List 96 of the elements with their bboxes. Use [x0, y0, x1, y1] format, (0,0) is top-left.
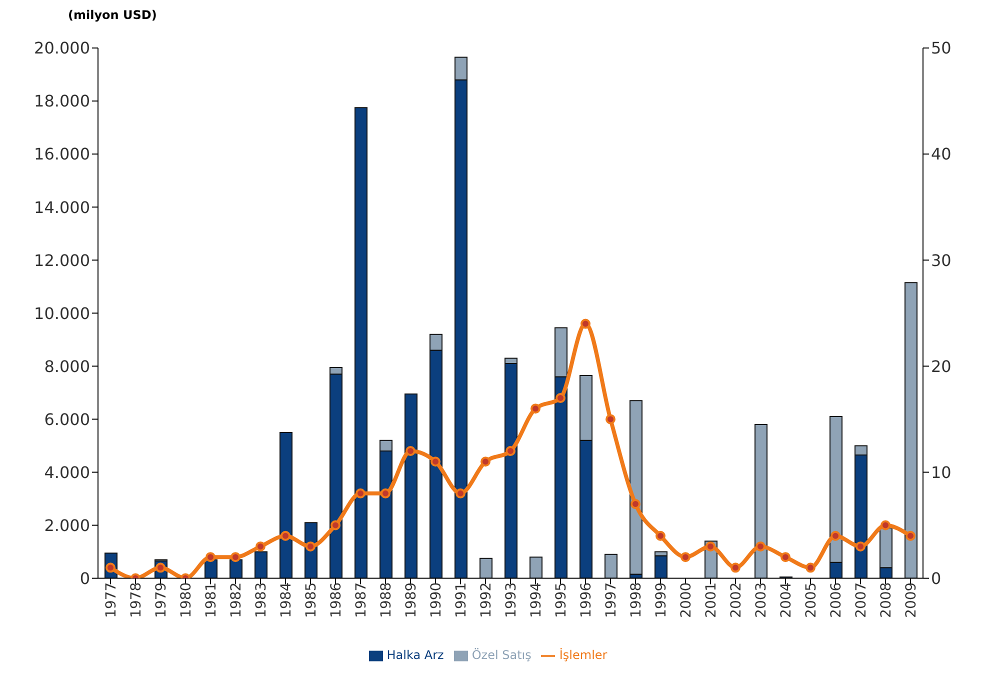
y2-tick-label: 30	[931, 250, 952, 270]
y-tick-label: 16.000	[34, 144, 90, 164]
x-tick-label: 1979	[153, 582, 170, 618]
y-axis-title: (milyon USD)	[68, 8, 157, 22]
legend-label: Halka Arz	[386, 648, 444, 662]
point	[880, 520, 890, 530]
point	[580, 318, 590, 329]
bar	[754, 424, 768, 578]
point	[656, 530, 666, 541]
x-tick-label: 1994	[528, 582, 544, 618]
point	[406, 446, 416, 456]
point	[356, 488, 366, 498]
x-tick-label: 1992	[478, 582, 494, 618]
point	[256, 541, 266, 552]
bar	[254, 551, 268, 578]
point	[856, 541, 866, 552]
point	[680, 552, 690, 562]
point	[706, 541, 716, 552]
x-tick-label: 1990	[428, 582, 444, 618]
x-tick-label: 1998	[628, 582, 644, 618]
x-tick-label: 1999	[653, 582, 670, 618]
bar	[530, 556, 542, 578]
x-tick-label: 1996	[578, 582, 594, 618]
x-tick-label: 1977	[103, 582, 120, 618]
point	[630, 499, 640, 510]
point	[230, 552, 240, 562]
bar	[354, 107, 368, 578]
legend-label: Özel Satış	[472, 648, 532, 662]
point	[556, 392, 566, 403]
x-tick-label: 2004	[778, 582, 794, 618]
bar	[630, 400, 642, 575]
y2-tick-label: 40	[931, 144, 952, 164]
x-tick-label: 1981	[203, 582, 220, 618]
point	[280, 530, 290, 541]
bar	[604, 554, 618, 578]
x-tick-label: 1989	[403, 582, 420, 618]
y2-tick-label: 0	[931, 568, 942, 588]
point	[456, 488, 466, 498]
x-tick-label: 1986	[328, 582, 344, 618]
x-tick-label: 2007	[853, 582, 870, 618]
y-tick-label: 10.000	[34, 304, 90, 323]
x-tick-label: 2005	[803, 582, 820, 618]
y2-tick-label: 20	[931, 356, 952, 376]
x-tick-label: 1997	[603, 582, 620, 618]
point	[906, 530, 916, 541]
bar	[280, 432, 292, 578]
legend-label: İşlemler	[559, 648, 608, 662]
y-tick-label: 0	[80, 568, 90, 588]
point	[806, 562, 816, 573]
y-tick-label: 2.000	[44, 516, 90, 535]
x-tick-label: 2008	[878, 582, 894, 618]
x-tick-label: 1978	[128, 582, 144, 618]
bar	[654, 555, 668, 578]
y-tick-label: 20.000	[34, 38, 90, 58]
point	[430, 456, 440, 467]
point	[730, 562, 740, 573]
y-tick-label: 6.000	[44, 410, 90, 429]
x-tick-label: 1980	[178, 582, 194, 618]
bar	[204, 559, 218, 578]
x-tick-label: 1983	[253, 582, 270, 618]
y-tick-label: 8.000	[44, 356, 90, 376]
point	[506, 446, 516, 456]
bar	[904, 282, 918, 578]
point	[780, 552, 790, 562]
point	[756, 541, 766, 552]
x-tick-label: 2009	[903, 582, 920, 618]
y2-tick-label: 50	[931, 38, 952, 58]
x-tick-label: 1982	[228, 582, 244, 618]
x-tick-label: 1988	[378, 582, 394, 618]
y-tick-label: 12.000	[34, 250, 90, 270]
x-tick-label: 2006	[828, 582, 844, 618]
bar	[230, 559, 242, 578]
x-tick-label: 2002	[728, 582, 744, 618]
point	[330, 520, 340, 530]
x-tick-label: 1984	[278, 582, 294, 618]
point	[830, 530, 840, 541]
point	[606, 414, 616, 424]
x-tick-label: 2001	[703, 582, 720, 618]
bar	[404, 394, 418, 578]
point	[380, 488, 390, 498]
point	[306, 541, 316, 552]
point	[530, 404, 540, 414]
x-tick-label: 1995	[553, 582, 570, 618]
x-tick-label: 2003	[753, 582, 770, 618]
x-tick-label: 1991	[453, 582, 470, 618]
y-tick-label: 14.000	[34, 198, 90, 217]
x-tick-label: 1987	[353, 582, 370, 618]
y-tick-label: 4.000	[44, 462, 90, 482]
x-tick-label: 2000	[678, 582, 694, 618]
point	[206, 552, 216, 562]
y2-tick-label: 10	[931, 462, 952, 482]
x-tick-label: 1993	[503, 582, 520, 618]
x-tick-label: 1985	[303, 582, 320, 618]
point	[480, 456, 490, 467]
bar	[480, 558, 492, 578]
y-tick-label: 18.000	[34, 92, 90, 111]
